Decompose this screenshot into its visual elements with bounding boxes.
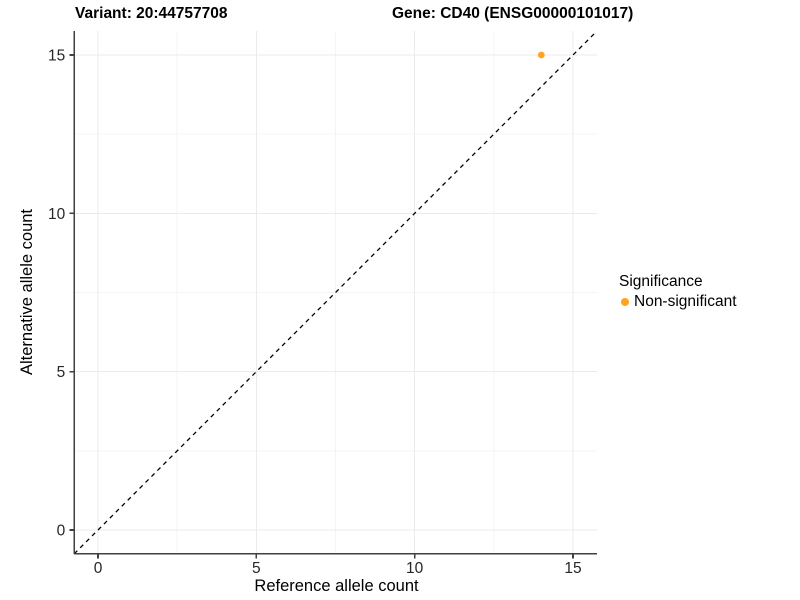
y-tick-label: 10 [48,206,66,223]
identity-dashed-line [73,30,598,555]
variant-title: Variant: 20:44757708 [75,5,228,22]
y-tick-label: 5 [57,364,66,381]
x-tick-label: 15 [564,560,581,577]
x-axis-title: Reference allele count [254,577,419,595]
legend-item-label: Non-significant [634,293,737,310]
y-tick-label: 0 [57,523,66,540]
x-tick-label: 10 [406,560,424,577]
gene-title: Gene: CD40 (ENSG00000101017) [392,5,634,22]
x-tick-label: 0 [94,560,103,577]
y-tick-label: 15 [48,47,65,64]
legend-title: Significance [619,273,703,290]
legend: Significance Non-significant [619,272,737,311]
y-axis-title: Alternative allele count [18,208,36,376]
legend-key-dot-icon [621,297,629,306]
data-point [537,51,545,59]
legend-item: Non-significant [619,292,737,311]
x-tick-label: 5 [252,560,261,577]
